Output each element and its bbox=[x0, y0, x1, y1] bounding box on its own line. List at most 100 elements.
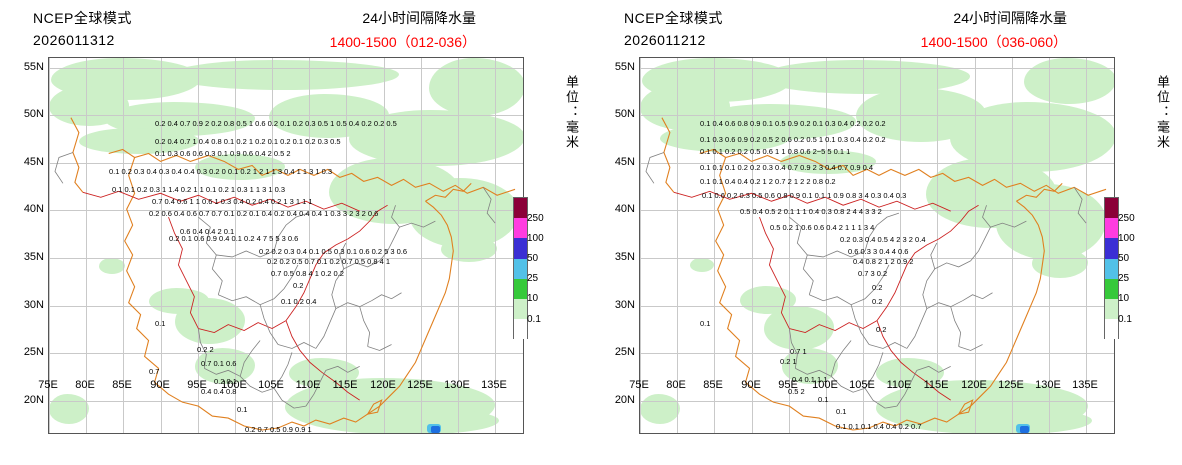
colorbar-tick: 50 bbox=[1118, 253, 1130, 264]
value-label: 0.2 0.1 0.6 0.9 0.4 0.1 0.2 4 7 5 5 3 0.… bbox=[169, 234, 299, 243]
colorbar-tick: 250 bbox=[527, 213, 544, 224]
value-label: 0.2 0.4 0.7 1 0.4 0.8 0.1 0.2 1 0.2 0.1 … bbox=[155, 137, 341, 146]
y-tick: 55N bbox=[614, 61, 635, 73]
value-label: 0.7 3 0.2 bbox=[858, 269, 888, 278]
value-label: 0.1 0.6 0.2 0.3 0.5 0.6 0.8 0.9 0.1 0.1 … bbox=[702, 191, 907, 200]
precip-shading bbox=[195, 154, 285, 180]
value-label: 0.2 0.6 0.4 0.6 0.7 0.7 0.1 0.2 0.1 0.4 … bbox=[149, 209, 379, 218]
precip-shading bbox=[349, 110, 523, 166]
value-label: 0.2 0.1 bbox=[214, 377, 237, 386]
x-tick: 75E bbox=[38, 379, 58, 391]
x-tick: 100E bbox=[812, 379, 838, 391]
value-label: 0.2 bbox=[293, 281, 304, 290]
value-label: 0.1 bbox=[836, 407, 847, 416]
colorbar-tick: 100 bbox=[527, 233, 544, 244]
panel-right-header-right: 24小时间隔降水量 1400-1500（036-060） bbox=[921, 8, 1067, 52]
valid-time: 1400-1500（012-036） bbox=[329, 34, 476, 50]
x-tick: 105E bbox=[849, 379, 875, 391]
map-panel-right: NCEP全球模式 2026011212 24小时间隔降水量 1400-1500（… bbox=[591, 0, 1182, 465]
x-tick: 90E bbox=[741, 379, 761, 391]
value-label: 0.1 0.4 0.6 0.8 0.9 0.1 0.5 0.9 0.2 0.1 … bbox=[700, 119, 886, 128]
value-label: 0.2 2 bbox=[197, 345, 214, 354]
x-tick: 80E bbox=[666, 379, 686, 391]
y-tick: 25N bbox=[614, 346, 635, 358]
precip-shading bbox=[79, 128, 199, 154]
x-tick: 120E bbox=[370, 379, 396, 391]
value-label: 0.1 0.2 0.4 bbox=[281, 297, 317, 306]
x-tick: 95E bbox=[187, 379, 207, 391]
x-tick: 135E bbox=[1072, 379, 1098, 391]
panel-right-header-left: NCEP全球模式 2026011212 bbox=[624, 8, 723, 48]
precip-shading bbox=[349, 408, 499, 433]
map-plot-area-left: 0.2 0.4 0.7 0.9 2 0.2 0.8 0.5 1 0.6 0.2 … bbox=[48, 57, 524, 434]
y-tick: 20N bbox=[23, 394, 44, 406]
y-tick: 30N bbox=[614, 299, 635, 311]
colorbar-labels: 250 100 50 25 10 0.1 bbox=[1118, 193, 1142, 343]
precip-shading bbox=[640, 394, 680, 424]
field-title: 24小时间隔降水量 bbox=[953, 10, 1067, 26]
precip-shading bbox=[660, 124, 790, 152]
value-label: 0.4 0.4 0.8 bbox=[201, 387, 237, 396]
geography-overlay bbox=[645, 117, 1107, 431]
x-tick: 90E bbox=[150, 379, 170, 391]
x-tick: 130E bbox=[1035, 379, 1061, 391]
value-label: 0.1 0.3 0.6 0.6 0.3 0.1 0.9 0.6 0.4 2 0.… bbox=[155, 149, 291, 158]
x-tick: 115E bbox=[923, 379, 949, 391]
value-label: 0.2 bbox=[872, 297, 883, 306]
colorbar-tick: 10 bbox=[1118, 293, 1130, 304]
x-tick: 95E bbox=[778, 379, 798, 391]
value-label: 0.1 0.1 0.1 0.4 0.4 0.2 0.7 bbox=[836, 422, 922, 431]
precip-shading bbox=[1024, 58, 1114, 104]
unit-label: 单位：毫米 bbox=[1155, 75, 1170, 150]
x-tick: 80E bbox=[75, 379, 95, 391]
x-tick: 125E bbox=[407, 379, 433, 391]
x-tick: 120E bbox=[961, 379, 987, 391]
value-label: 0.2 0.3 0.4 0.5 4 2 3 2 0.4 bbox=[840, 235, 926, 244]
y-tick: 30N bbox=[23, 299, 44, 311]
precip-shading-heaviest bbox=[431, 426, 440, 433]
field-title: 24小时间隔降水量 bbox=[362, 10, 476, 26]
y-tick: 20N bbox=[614, 394, 635, 406]
value-label: 0.7 0.5 0.8 4 1 0.2 0.2 bbox=[271, 269, 344, 278]
value-label: 0.1 bbox=[155, 319, 166, 328]
value-label: 0.4 0.8 2 1 2 0.9 2 bbox=[853, 257, 914, 266]
colorbar-tick: 25 bbox=[527, 273, 539, 284]
colorbar-tick: 25 bbox=[1118, 273, 1130, 284]
precip-shading-heaviest bbox=[1020, 426, 1029, 433]
precip-shading bbox=[99, 258, 125, 274]
value-label: 0.1 0.1 0.2 0.2 0.5 0.6 1 1 0.8 0.6 2~5 … bbox=[700, 147, 851, 156]
colorbar-tick: 0.1 bbox=[1118, 314, 1132, 325]
panel-left-header-right: 24小时间隔降水量 1400-1500（012-036） bbox=[330, 8, 476, 52]
value-label: 0.1 0.3 0.6 0.9 0.2 0.5 2 0.6 0.2 0.5 1 … bbox=[700, 135, 886, 144]
y-tick: 50N bbox=[23, 108, 44, 120]
y-tick: 45N bbox=[614, 156, 635, 168]
geography-overlay bbox=[54, 117, 516, 431]
value-label: 0.1 bbox=[818, 395, 829, 404]
value-label: 0.1 0.2 0.3 0.4 0.3 0.4 0.4 0.3 0.2 0 0.… bbox=[109, 167, 333, 176]
precip-shading bbox=[764, 306, 834, 350]
precip-shading bbox=[780, 150, 876, 174]
precip-shading bbox=[441, 236, 497, 262]
precip-shading bbox=[690, 258, 714, 272]
run-time: 2026011212 bbox=[624, 32, 706, 48]
x-tick: 75E bbox=[629, 379, 649, 391]
x-tick: 85E bbox=[112, 379, 132, 391]
value-label: 0.2 bbox=[872, 283, 883, 292]
x-tick: 135E bbox=[481, 379, 507, 391]
value-label: 0.2 0.2 0.3 0.4 0.1 0.5 0.3 0.1 0.6 0.2 … bbox=[259, 247, 408, 256]
value-label: 0.5 0.2 1 0.6 0.6 0.4 2 1 1 1 3 4 bbox=[770, 223, 875, 232]
x-tick: 115E bbox=[332, 379, 358, 391]
colorbar-tick: 0.1 bbox=[527, 314, 541, 325]
x-tick: 105E bbox=[258, 379, 284, 391]
y-tick: 40N bbox=[614, 203, 635, 215]
value-label: 0.7 bbox=[149, 367, 160, 376]
precip-shading bbox=[175, 298, 245, 344]
precip-shading bbox=[429, 58, 523, 116]
y-tick: 40N bbox=[23, 203, 44, 215]
x-tick: 85E bbox=[703, 379, 723, 391]
value-label: 0.5 0.4 0.5 2 0.1 1 1 0.4 0.3 0.8 2 4 4 … bbox=[740, 207, 882, 216]
y-tick: 55N bbox=[23, 61, 44, 73]
value-label: 0.2 0.7 0.5 0.9 0.9 1 bbox=[245, 425, 312, 434]
value-label: 0.7 0.4 0.6 1 1 0.6 1 0.3 0.4 0.2 0.4 0.… bbox=[152, 197, 313, 206]
x-tick: 110E bbox=[295, 379, 321, 391]
